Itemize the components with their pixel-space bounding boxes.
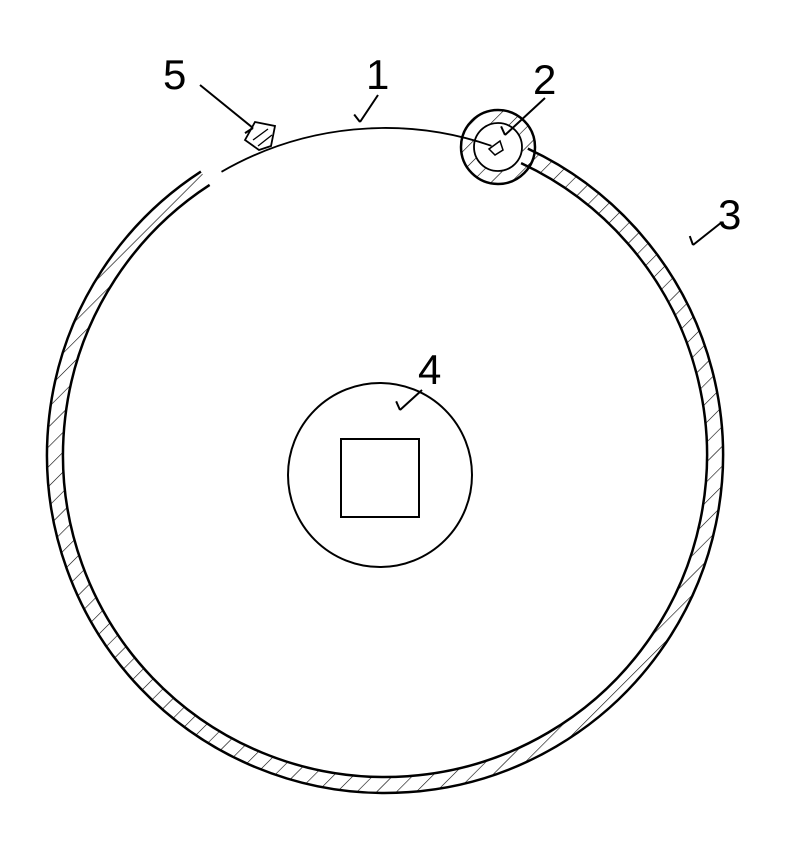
callout-label-1: 1 [366, 51, 389, 99]
figure-canvas: 1 2 3 4 5 [0, 0, 790, 850]
diagram-svg [0, 0, 790, 850]
callout-label-5: 5 [163, 51, 186, 99]
callout-label-2: 2 [533, 56, 556, 104]
small-ring-hatch [0, 0, 790, 850]
callout-label-3: 3 [718, 191, 741, 239]
callout-label-4: 4 [418, 346, 441, 394]
